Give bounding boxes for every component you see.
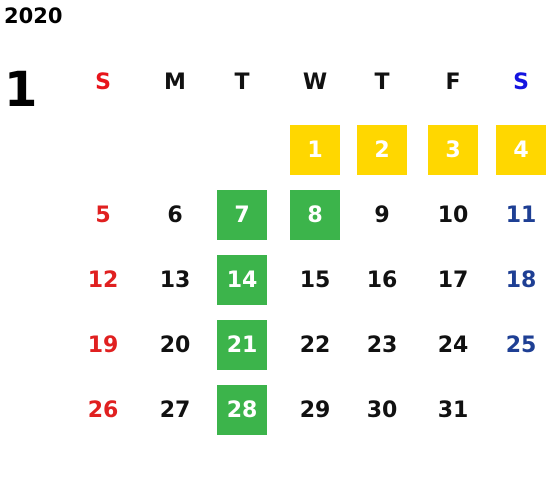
highlighted-day: 28	[217, 385, 267, 435]
day: 27	[159, 397, 191, 423]
day: 26	[87, 397, 119, 423]
highlighted-day: 2	[357, 125, 407, 175]
day: 15	[299, 267, 331, 293]
day: 24	[437, 332, 469, 358]
weekday-label: W	[302, 69, 328, 95]
highlighted-day: 4	[496, 125, 546, 175]
day: 29	[299, 397, 331, 423]
day: 17	[437, 267, 469, 293]
day: 30	[366, 397, 398, 423]
day: 25	[505, 332, 537, 358]
year: 2020	[4, 4, 63, 28]
weekday-label: T	[374, 69, 390, 95]
highlighted-day: 8	[290, 190, 340, 240]
highlighted-day: 1	[290, 125, 340, 175]
highlighted-day: 21	[217, 320, 267, 370]
day: 31	[437, 397, 469, 423]
day: 12	[87, 267, 119, 293]
day: 13	[159, 267, 191, 293]
day: 23	[366, 332, 398, 358]
weekday-label: F	[445, 69, 461, 95]
highlighted-day: 3	[428, 125, 478, 175]
weekday-label: S	[513, 69, 529, 95]
weekday-label: S	[95, 69, 111, 95]
day: 10	[437, 202, 469, 228]
day: 22	[299, 332, 331, 358]
day: 19	[87, 332, 119, 358]
highlighted-day: 7	[217, 190, 267, 240]
day: 11	[505, 202, 537, 228]
day: 16	[366, 267, 398, 293]
weekday-label: T	[234, 69, 250, 95]
day: 18	[505, 267, 537, 293]
day: 6	[167, 202, 183, 228]
day: 5	[95, 202, 111, 228]
month: 1	[4, 62, 38, 118]
highlighted-day: 14	[217, 255, 267, 305]
weekday-label: M	[164, 69, 186, 95]
day: 20	[159, 332, 191, 358]
day: 9	[374, 202, 390, 228]
